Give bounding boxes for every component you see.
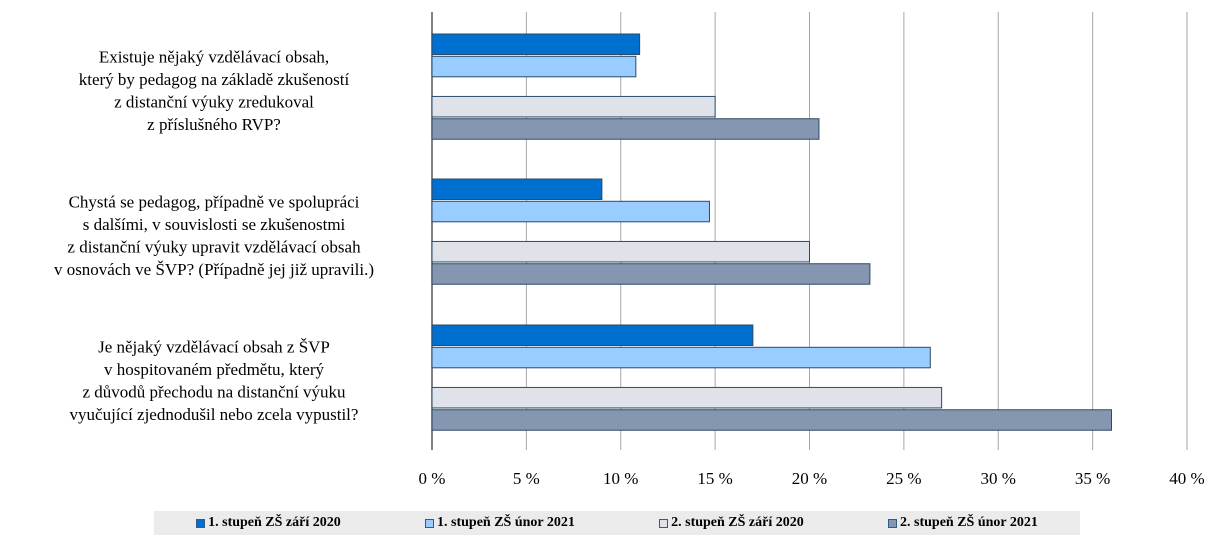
bar [431, 386, 943, 409]
bar [431, 118, 820, 140]
bar [431, 324, 754, 346]
category-label: Existuje nějaký vzdělávací obsah, který b… [79, 47, 350, 134]
legend-label: 2. stupeň ZŠ září 2020 [671, 515, 804, 530]
legend-item: 2. stupeň ZŠ září 2020 [659, 515, 804, 531]
x-tick-labels: 0 % 5 % 10 % 15 % 20 % 25 % 30 % 35 % 40 % [419, 469, 1205, 488]
bar [431, 95, 716, 118]
x-tick-label: 30 % [981, 469, 1016, 488]
legend-label: 1. stupeň ZŠ únor 2021 [437, 515, 575, 530]
bar [431, 263, 871, 285]
legend-swatch [888, 518, 898, 528]
x-tick-label: 35 % [1075, 469, 1110, 488]
bar [431, 200, 710, 223]
bar [431, 346, 931, 369]
legend-swatch [425, 518, 435, 528]
bar [431, 240, 810, 263]
legend-swatch [659, 518, 669, 528]
x-tick-label: 15 % [697, 469, 732, 488]
x-tick-label: 10 % [603, 469, 638, 488]
bar [431, 178, 603, 200]
x-tick-label: 0 % [419, 469, 446, 488]
legend-label: 2. stupeň ZŠ únor 2021 [900, 515, 1038, 530]
gridlines [431, 12, 1188, 450]
legend: 1. stupeň ZŠ září 2020 1. stupeň ZŠ únor … [154, 511, 1080, 535]
bar-chart: Existuje nějaký vzdělávací obsah, který b… [54, 12, 1205, 488]
legend-item: 1. stupeň ZŠ září 2020 [196, 515, 341, 531]
bar [431, 33, 641, 55]
category-label: Je nějaký vzdělávací obsah z ŠVP v hospit… [70, 337, 359, 424]
bar [431, 55, 637, 78]
legend-item: 2. stupeň ZŠ únor 2021 [888, 515, 1038, 531]
category-label: Chystá se pedagog, případně ve spoluprác… [54, 192, 374, 279]
category-labels: Existuje nějaký vzdělávací obsah, který b… [54, 47, 374, 424]
bar [431, 409, 1112, 431]
bars [431, 33, 1112, 431]
legend-swatch [196, 518, 206, 528]
x-tick-label: 25 % [886, 469, 921, 488]
legend-item: 1. stupeň ZŠ únor 2021 [425, 515, 575, 531]
x-tick-label: 40 % [1169, 469, 1204, 488]
x-tick-label: 5 % [513, 469, 540, 488]
legend-label: 1. stupeň ZŠ září 2020 [208, 515, 341, 530]
x-tick-label: 20 % [792, 469, 827, 488]
